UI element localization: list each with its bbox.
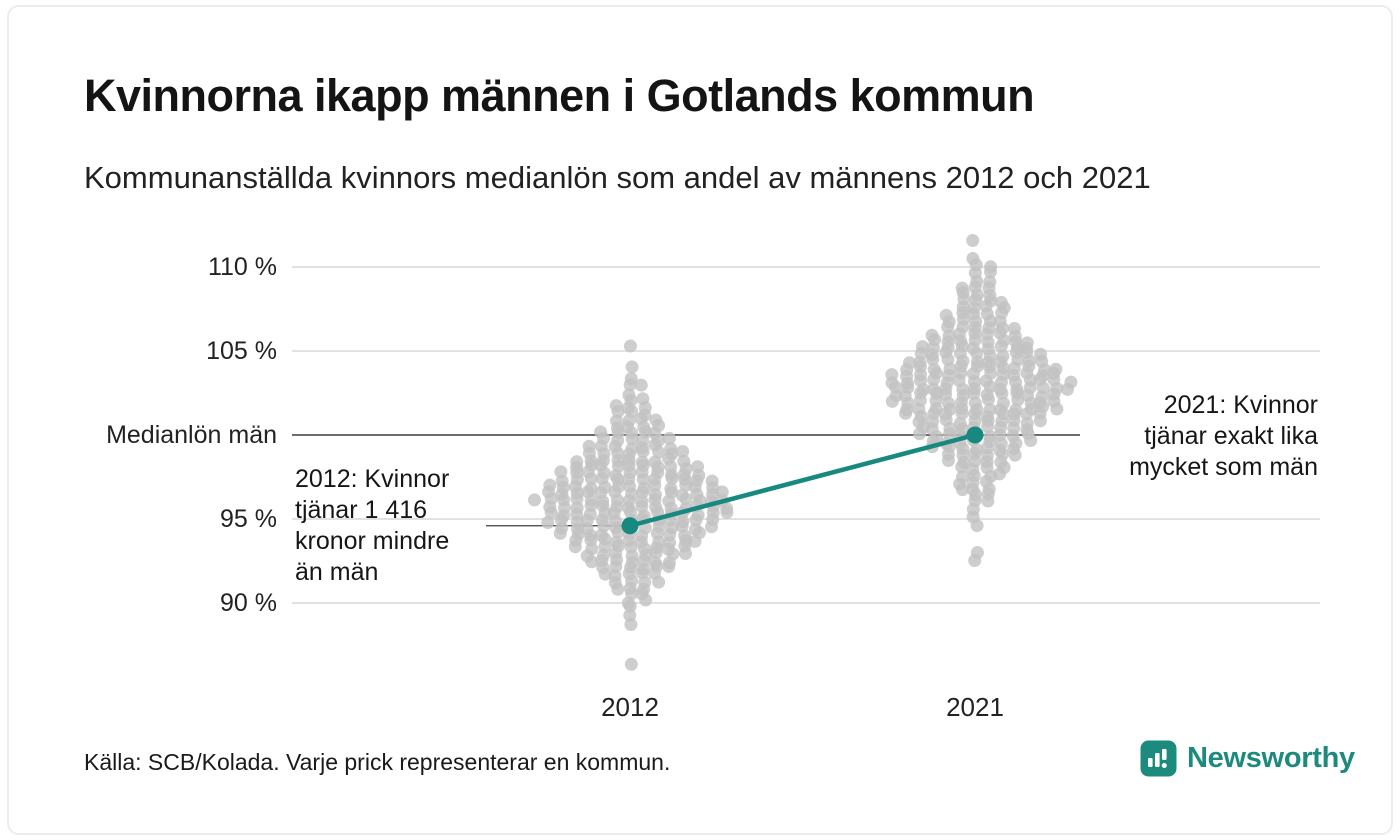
- newsworthy-wordmark: Newsworthy: [1187, 742, 1355, 774]
- kommun-dot: [981, 494, 995, 508]
- kommun-dot: [1033, 414, 1047, 428]
- kommun-dot: [624, 657, 638, 671]
- y-axis-label-90: 90 %: [220, 589, 277, 617]
- kommun-dot: [1008, 448, 1022, 462]
- kommun-dot: [955, 407, 969, 421]
- kommun-dot: [981, 393, 995, 407]
- highlight-dot-2012: [621, 517, 639, 535]
- kommun-dot: [927, 373, 941, 387]
- y-axis-label-110: 110 %: [207, 253, 277, 281]
- newsworthy-logo: Newsworthy: [1140, 740, 1355, 777]
- highlight-dot-2021: [966, 426, 984, 444]
- kommun-dot: [720, 505, 734, 519]
- kommun-dot: [899, 406, 913, 420]
- kommun-dot: [623, 378, 637, 392]
- chart-title: Kvinnorna ikapp männen i Gotlands kommun: [84, 70, 1035, 121]
- kommun-dot: [678, 547, 692, 561]
- x-axis-label-2012: 2012: [601, 692, 659, 722]
- kommun-dot: [528, 493, 542, 507]
- kommun-dot: [1020, 407, 1034, 421]
- kommun-dot: [689, 513, 703, 527]
- kommun-dot: [623, 599, 637, 613]
- kommun-dot: [885, 394, 899, 408]
- kommun-dot: [1050, 402, 1064, 416]
- kommun-dot: [981, 419, 995, 433]
- x-axis-label-2021: 2021: [946, 692, 1004, 722]
- kommun-dot: [648, 478, 662, 492]
- annotation-2021: 2021: Kvinnor tjänar exakt lika mycket s…: [1129, 391, 1318, 481]
- kommun-dot: [926, 352, 940, 366]
- kommun-dot: [994, 339, 1008, 353]
- kommun-dot: [625, 360, 639, 374]
- kommun-dot: [624, 618, 638, 632]
- kommun-dot: [956, 483, 970, 497]
- kommun-dot: [688, 534, 702, 548]
- newsworthy-icon: [1140, 740, 1177, 777]
- kommun-dot: [541, 516, 555, 530]
- kommun-dot: [544, 506, 558, 520]
- kommun-dot: [913, 427, 927, 441]
- kommun-dot: [623, 339, 637, 353]
- y-axis-label-95: 95 %: [220, 505, 277, 533]
- kommun-dot: [585, 555, 599, 569]
- kommun-dot: [652, 445, 666, 459]
- y-axis-label-105: 105 %: [206, 337, 277, 365]
- kommun-dot: [662, 431, 676, 445]
- kommun-dot: [665, 471, 679, 485]
- annotation-2012: 2012: Kvinnor tjänar 1 416 kronor mindre…: [295, 465, 450, 586]
- kommun-dot: [967, 386, 981, 400]
- kommun-dot: [955, 460, 969, 474]
- kommun-dot: [611, 582, 625, 596]
- kommun-dot: [941, 454, 955, 468]
- kommun-dot: [625, 432, 639, 446]
- source-note: Källa: SCB/Kolada. Varje prick represent…: [84, 749, 671, 775]
- kommun-dot: [662, 559, 676, 573]
- kommun-dot: [598, 567, 612, 581]
- kommun-dot: [584, 472, 598, 486]
- kommun-dot: [970, 519, 984, 533]
- kommun-dot: [652, 575, 666, 589]
- kommun-dot: [995, 386, 1009, 400]
- kommun-dot: [984, 265, 998, 279]
- y-axis-label-median-men: Medianlön män: [106, 421, 277, 449]
- kommun-dot: [649, 546, 663, 560]
- kommun-dot: [676, 445, 690, 459]
- kommun-dot: [636, 445, 650, 459]
- kommun-dot: [634, 378, 648, 392]
- kommun-dot: [993, 467, 1007, 481]
- kommun-dot: [1061, 382, 1075, 396]
- kommun-dot: [1024, 434, 1038, 448]
- kommun-dot: [611, 525, 625, 539]
- kommun-dot: [639, 593, 653, 607]
- kommun-dot: [1011, 393, 1025, 407]
- kommun-dot: [679, 492, 693, 506]
- chart-subtitle: Kommunanställda kvinnors medianlön som a…: [84, 160, 1151, 195]
- kommun-dot: [966, 233, 980, 247]
- kommun-dot: [553, 526, 567, 540]
- kommun-dot: [705, 520, 719, 534]
- highlight-line: [629, 432, 976, 528]
- kommun-dot: [968, 554, 982, 568]
- kommun-dot: [568, 540, 582, 554]
